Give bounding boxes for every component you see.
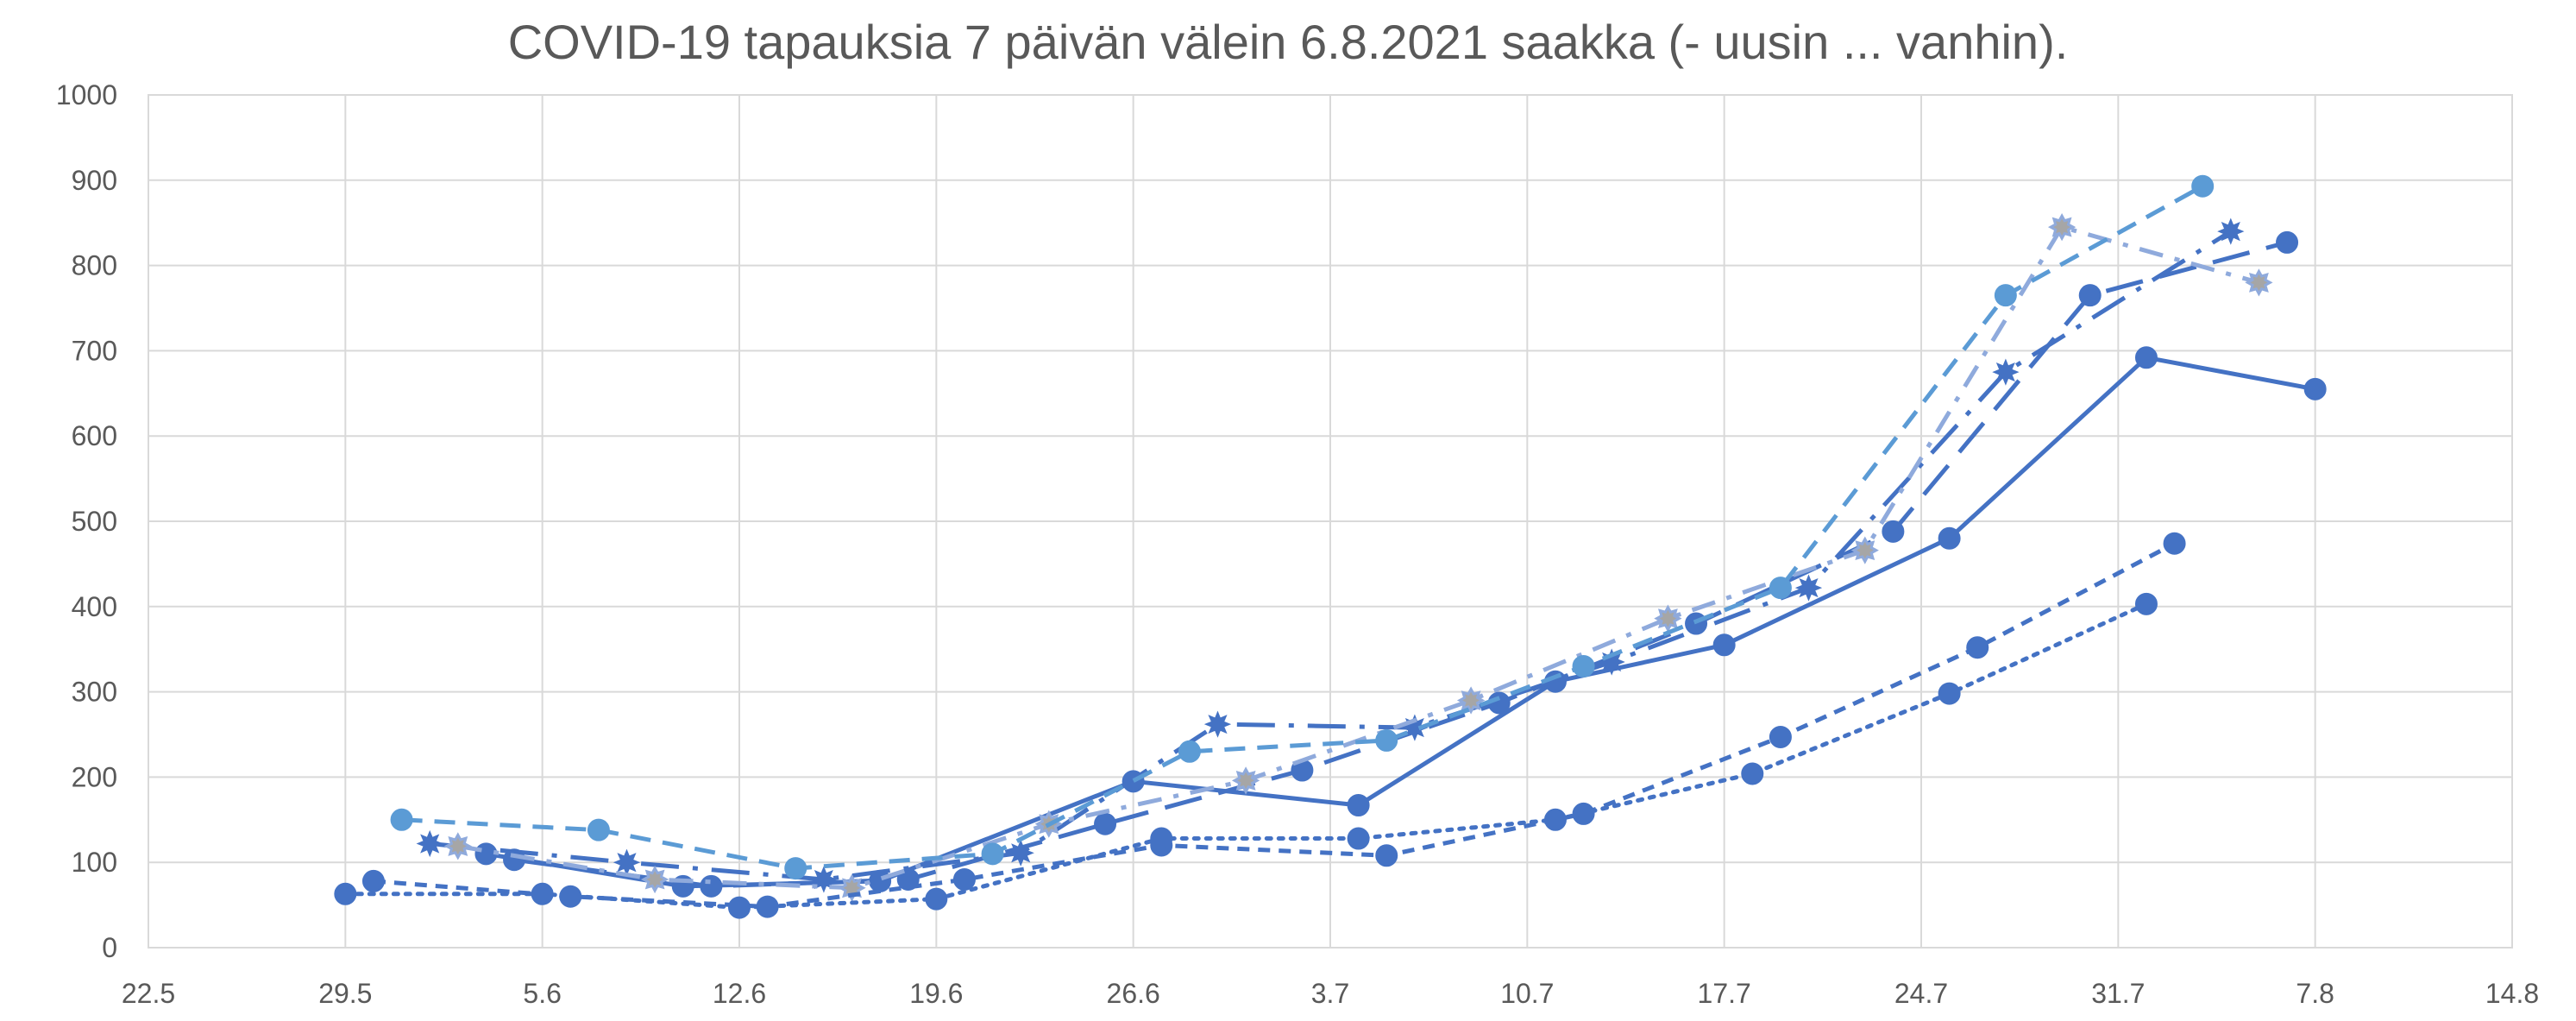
- y-tick-label: 300: [72, 677, 117, 708]
- y-tick-label: 700: [72, 335, 117, 366]
- data-point: [443, 832, 472, 860]
- axis-tick-labels: 0 100 200 300 400 500 600 700 800 900 1000 22.5 29.5…: [56, 79, 2539, 1009]
- series-3: [416, 217, 2245, 893]
- data-point: [2134, 592, 2158, 615]
- data-point: [1572, 654, 1595, 678]
- data-point: [416, 829, 443, 858]
- x-tick-label: 5.6: [523, 978, 561, 1009]
- data-point: [361, 869, 385, 892]
- data-point: [2163, 532, 2186, 555]
- data-point: [1094, 812, 1117, 835]
- x-tick-label: 7.8: [2296, 978, 2334, 1009]
- data-point: [728, 896, 751, 919]
- x-tick-label: 10.7: [1500, 978, 1554, 1009]
- series-5: [390, 174, 2215, 880]
- data-point: [784, 857, 807, 880]
- data-point: [2303, 377, 2327, 400]
- data-point: [334, 882, 357, 905]
- y-tick-label: 100: [72, 847, 117, 878]
- data-point: [1992, 358, 2020, 386]
- series-line: [429, 229, 2233, 882]
- data-point: [1712, 633, 1736, 657]
- y-tick-label: 200: [72, 761, 117, 792]
- series-7: [334, 592, 2158, 919]
- y-tick-label: 500: [72, 506, 117, 537]
- x-tick-label: 22.5: [122, 978, 175, 1009]
- y-tick-label: 600: [72, 420, 117, 451]
- data-point: [1456, 686, 1486, 715]
- x-tick-label: 29.5: [318, 978, 372, 1009]
- y-tick-label: 1000: [56, 79, 117, 110]
- data-point: [2217, 217, 2245, 245]
- x-tick-label: 31.7: [2091, 978, 2145, 1009]
- data-point: [1375, 844, 1398, 867]
- y-tick-label: 400: [72, 591, 117, 622]
- data-point: [1882, 520, 1905, 543]
- chart-title: COVID-19 tapauksia 7 päivän välein 6.8.2…: [508, 15, 2069, 69]
- y-tick-label: 900: [72, 165, 117, 196]
- data-point: [1994, 284, 2017, 307]
- gridlines: [148, 94, 2513, 949]
- x-tick-label: 19.6: [909, 978, 963, 1009]
- data-series: [334, 174, 2327, 919]
- x-tick-label: 24.7: [1894, 978, 1948, 1009]
- data-point: [2276, 230, 2299, 254]
- data-point: [1769, 577, 1792, 600]
- data-point: [810, 866, 838, 893]
- y-tick-label: 0: [102, 932, 117, 963]
- data-point: [2047, 213, 2077, 242]
- data-point: [1938, 682, 1961, 705]
- data-point: [700, 874, 723, 898]
- data-point: [1769, 725, 1792, 748]
- x-tick-label: 17.7: [1698, 978, 1751, 1009]
- data-point: [1654, 604, 1682, 633]
- data-point: [1347, 827, 1370, 850]
- data-point: [981, 842, 1004, 866]
- data-point: [1375, 728, 1398, 752]
- data-point: [587, 818, 610, 841]
- data-point: [2134, 346, 2158, 369]
- data-point: [1543, 808, 1567, 831]
- plot-area: [148, 94, 2513, 949]
- data-point: [2191, 174, 2215, 198]
- data-point: [531, 882, 554, 905]
- data-point: [2245, 268, 2273, 297]
- data-point: [1966, 636, 1989, 659]
- data-point: [1150, 827, 1173, 850]
- data-point: [390, 808, 413, 831]
- data-point: [1007, 839, 1034, 867]
- x-tick-label: 26.6: [1107, 978, 1160, 1009]
- data-point: [952, 867, 976, 891]
- data-point: [613, 848, 641, 876]
- series-line: [342, 602, 2149, 911]
- data-point: [1347, 794, 1370, 817]
- series-6: [361, 532, 2186, 918]
- data-point: [1741, 762, 1764, 785]
- data-point: [2078, 284, 2102, 307]
- data-point: [1938, 526, 1961, 550]
- x-tick-label: 3.7: [1311, 978, 1349, 1009]
- series-line: [401, 184, 2204, 871]
- data-point: [1178, 740, 1201, 763]
- data-point: [925, 887, 948, 911]
- data-point: [1203, 710, 1232, 738]
- data-point: [640, 865, 669, 894]
- data-point: [1794, 574, 1823, 602]
- data-point: [1231, 766, 1260, 795]
- y-tick-label: 800: [72, 250, 117, 281]
- data-point: [1850, 536, 1879, 564]
- x-tick-label: 12.6: [713, 978, 766, 1009]
- series-line: [373, 541, 2176, 910]
- x-tick-label: 14.8: [2485, 978, 2539, 1009]
- data-point: [474, 842, 498, 866]
